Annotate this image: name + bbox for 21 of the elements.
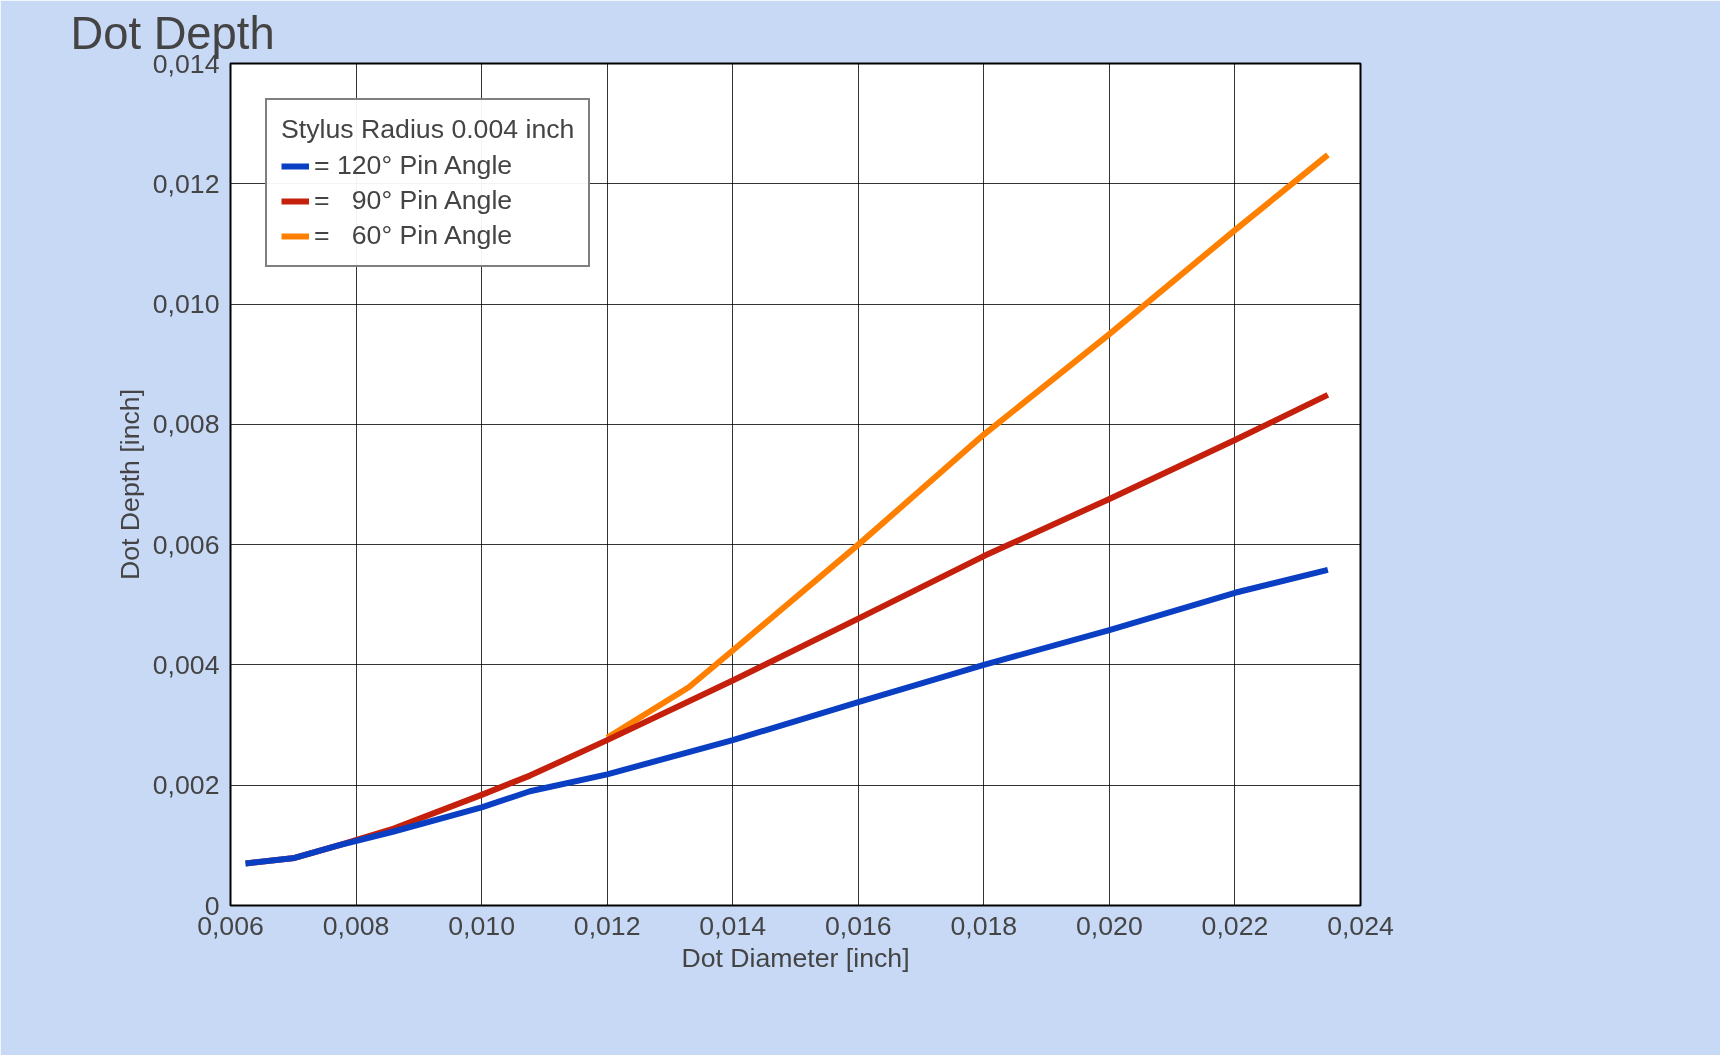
y-tick-label: 0,012 (152, 168, 220, 199)
y-tick-label: 0,008 (152, 409, 220, 440)
y-tick-label: 0,010 (152, 289, 220, 320)
y-tick-label: 0,004 (152, 649, 220, 680)
legend-title: Stylus Radius 0.004 inch (281, 114, 575, 145)
x-tick-label: 0,012 (573, 910, 641, 941)
x-axis-title: Dot Diameter [inch] (681, 942, 910, 973)
legend-label: = 120° Pin Angle (314, 150, 513, 181)
y-tick-label: 0,006 (152, 529, 220, 560)
x-tick-label: 0,024 (1327, 910, 1395, 941)
legend-label: = 90° Pin Angle (314, 185, 513, 216)
x-tick-label: 0,014 (699, 910, 767, 941)
x-tick-label: 0,022 (1201, 910, 1269, 941)
y-tick-label: 0,002 (152, 770, 220, 801)
x-tick-label: 0,010 (448, 910, 515, 941)
x-tick-label: 0,018 (950, 910, 1018, 941)
x-tick-label: 0,016 (824, 910, 892, 941)
x-tick-label: 0,008 (322, 910, 390, 941)
x-tick-label: 0,020 (1076, 910, 1143, 941)
legend-label: = 60° Pin Angle (314, 220, 513, 251)
y-axis-title: Dot Depth [inch] (114, 388, 145, 581)
